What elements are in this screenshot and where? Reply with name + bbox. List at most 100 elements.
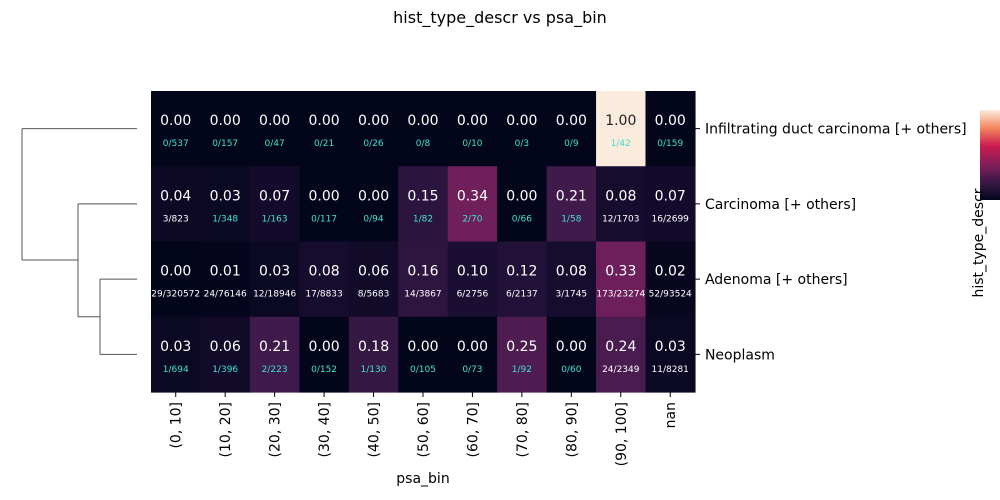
heatmap-cell	[497, 316, 548, 393]
cell-count-label: 0/26	[363, 139, 383, 149]
cell-value-label: 0.03	[655, 339, 686, 355]
column-label: (70, 80]	[515, 402, 531, 457]
heatmap-cell	[151, 316, 202, 393]
cell-value-label: 0.00	[556, 339, 587, 355]
row-label: Infiltrating duct carcinoma [+ others]	[705, 122, 967, 138]
heatmap-cell	[398, 316, 449, 393]
cell-count-label: 0/105	[410, 365, 436, 375]
cell-count-label: 0/21	[314, 139, 334, 149]
cell-count-label: 1/58	[561, 214, 581, 224]
heatmap-cell	[447, 241, 498, 318]
heatmap-cell	[398, 91, 449, 167]
column-label: (90, 100]	[614, 402, 630, 466]
cell-count-label: 1/130	[361, 365, 387, 375]
row-dendrogram	[21, 128, 137, 355]
heatmap-cell	[546, 166, 597, 243]
heatmap-cell	[398, 241, 449, 318]
cell-count-label: 1/82	[413, 214, 433, 224]
heatmap-cell	[151, 241, 202, 318]
cell-value-label: 0.04	[160, 188, 191, 204]
row-label: Adenoma [+ others]	[705, 272, 848, 288]
heatmap-cell	[249, 241, 300, 318]
cell-value-label: 0.00	[308, 113, 339, 129]
cell-count-label: 1/42	[611, 139, 631, 149]
column-label: nan	[663, 402, 679, 428]
cell-count-label: 1/163	[262, 214, 288, 224]
heatmap-cell	[596, 166, 647, 243]
heatmap-cell	[348, 241, 399, 318]
heatmap-cell	[596, 91, 647, 167]
cell-count-label: 29/320572	[151, 290, 200, 300]
heatmap-cell	[497, 166, 548, 243]
cell-value-label: 0.00	[308, 188, 339, 204]
cell-count-label: 3/1745	[555, 290, 587, 300]
cell-count-label: 16/2699	[652, 214, 690, 224]
column-label: (10, 20]	[218, 402, 234, 457]
cell-value-label: 0.03	[210, 188, 241, 204]
heatmap-cell	[348, 166, 399, 243]
cell-count-label: 0/73	[462, 365, 482, 375]
column-label: (0, 10]	[169, 402, 185, 449]
heatmap-cell	[596, 316, 647, 393]
column-label: (30, 40]	[317, 402, 333, 457]
row-label: Neoplasm	[705, 347, 775, 363]
cell-count-label: 0/94	[363, 214, 383, 224]
heatmap-cell	[151, 166, 202, 243]
cell-value-label: 0.07	[655, 188, 686, 204]
cell-count-label: 0/3	[515, 139, 529, 149]
heatmap-cell	[398, 166, 449, 243]
cell-count-label: 6/2137	[506, 290, 538, 300]
cell-value-label: 0.02	[655, 264, 686, 280]
column-labels: (0, 10] (10, 20] (20, 30] (30, 40] (40, 50] (…	[169, 392, 679, 466]
cell-count-label: 0/157	[212, 139, 238, 149]
cell-count-label: 1/694	[163, 365, 189, 375]
heatmap-cell	[497, 91, 548, 167]
cell-value-label: 0.08	[605, 188, 636, 204]
cell-value-label: 0.00	[358, 113, 389, 129]
cell-count-label: 1/348	[212, 214, 238, 224]
heatmap-cell	[447, 316, 498, 393]
cell-count-label: 52/93524	[649, 290, 692, 300]
cell-count-label: 11/8281	[652, 365, 689, 375]
cell-count-label: 12/1703	[602, 214, 639, 224]
cell-count-label: 1/92	[512, 365, 532, 375]
column-label: (80, 90]	[564, 402, 580, 457]
heatmap-cell	[645, 166, 696, 243]
cell-count-label: 8/5683	[358, 290, 390, 300]
cell-value-label: 0.00	[210, 113, 241, 129]
colorbar-label: hist_type_descr	[971, 188, 987, 297]
heatmap-cell	[299, 166, 350, 243]
cell-count-label: 0/537	[163, 139, 189, 149]
x-axis-label: psa_bin	[396, 471, 449, 487]
chart-title: hist_type_descr vs psa_bin	[393, 8, 607, 28]
heatmap-cell	[546, 316, 597, 393]
heatmap-cell	[249, 91, 300, 167]
cell-value-label: 0.06	[210, 339, 241, 355]
cell-value-label: 0.25	[506, 339, 537, 355]
heatmap-cell	[200, 91, 251, 167]
row-labels: Infiltrating duct carcinoma [+ others] Ca…	[694, 122, 967, 363]
cell-value-label: 0.00	[160, 264, 191, 280]
cell-count-label: 3/823	[163, 214, 189, 224]
cell-count-label: 173/23274	[596, 290, 645, 300]
heatmap-cell	[596, 241, 647, 318]
heatmap-cell	[249, 316, 300, 393]
colorbar	[980, 110, 1000, 200]
heatmap-cell	[299, 241, 350, 318]
cell-value-label: 0.00	[259, 113, 290, 129]
heatmap-cell	[200, 166, 251, 243]
cell-count-label: 1/396	[212, 365, 238, 375]
column-label: (40, 50]	[367, 402, 383, 457]
cell-count-label: 2/223	[262, 365, 288, 375]
cell-value-label: 0.00	[160, 113, 191, 129]
heatmap-cell	[546, 91, 597, 167]
cell-value-label: 0.12	[506, 264, 537, 280]
cell-value-label: 0.00	[556, 113, 587, 129]
heatmap-cell	[348, 91, 399, 167]
heatmap-cells: 0.00 0/537 0.00 0/157 0.00 0/47 0.00 0/21 0.00 0/…	[151, 91, 696, 393]
cell-count-label: 2/70	[462, 214, 482, 224]
heatmap-cell	[200, 241, 251, 318]
cell-value-label: 0.00	[506, 113, 537, 129]
cell-value-label: 0.00	[457, 113, 488, 129]
